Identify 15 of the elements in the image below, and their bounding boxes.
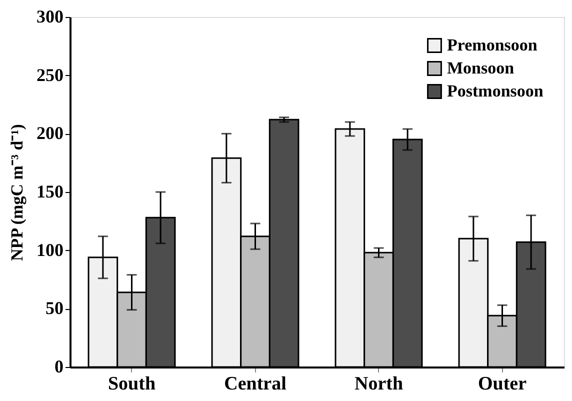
- x-tick-label: South: [108, 374, 156, 394]
- x-tick-label: North: [354, 374, 404, 394]
- x-tick-label: Outer: [478, 374, 528, 394]
- y-tick-label: 200: [36, 123, 64, 144]
- y-tick-label: 250: [36, 64, 64, 85]
- y-tick-label: 50: [46, 298, 64, 318]
- y-tick-label: 100: [36, 240, 64, 260]
- y-tick-label: 300: [36, 6, 64, 26]
- x-tick-label: Central: [224, 374, 286, 394]
- y-axis-title: NPP (mgC m⁻³ d⁻¹): [8, 124, 26, 261]
- legend-label: Postmonsoon: [447, 82, 544, 100]
- y-tick-label: 0: [54, 356, 64, 376]
- legend-label: Monsoon: [447, 58, 515, 78]
- legend-label: Premonsoon: [447, 36, 538, 54]
- y-tick-label: 150: [36, 182, 64, 202]
